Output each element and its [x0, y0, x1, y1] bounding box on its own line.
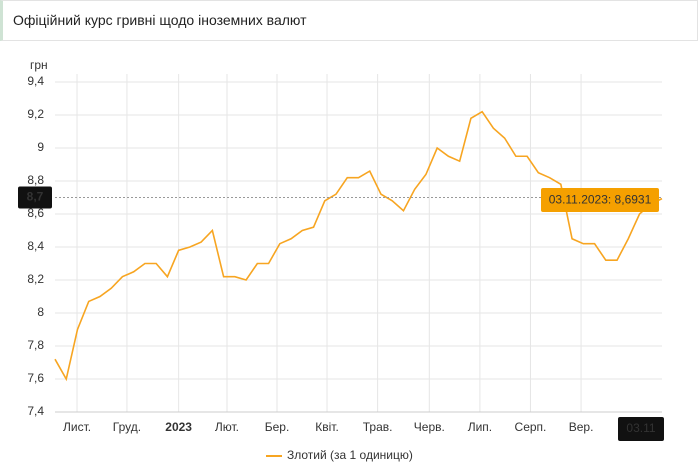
- x-tick-label: Лист.: [63, 420, 91, 434]
- tooltip-box: [541, 188, 659, 212]
- crosshair-x-label: 03.11: [626, 421, 655, 435]
- x-tick-label: Вер.: [569, 420, 594, 434]
- y-tick-label: 8,2: [27, 272, 44, 286]
- x-tick-label: Лют.: [215, 420, 239, 434]
- x-tick-label: Квіт.: [315, 420, 339, 434]
- crosshair-x-box: [618, 417, 664, 441]
- y-tick-label: 9,4: [27, 74, 44, 88]
- x-tick-label: Серп.: [515, 420, 547, 434]
- y-tick-label: 8,4: [27, 239, 44, 253]
- y-tick-label: 8,6: [27, 206, 44, 220]
- y-tick-label: 7,6: [27, 371, 44, 385]
- y-tick-label: 8: [37, 305, 44, 319]
- x-tick-label: 2023: [165, 420, 192, 434]
- header: Офіційний курс гривні щодо іноземних вал…: [0, 0, 698, 41]
- legend-label: Злотий (за 1 одиницю): [287, 448, 413, 462]
- chart-title: Офіційний курс гривні щодо іноземних вал…: [13, 12, 307, 28]
- y-axis-label: грн: [30, 58, 48, 72]
- y-tick-label: 7,4: [27, 404, 44, 418]
- crosshair-y-label: 8,7: [27, 190, 44, 204]
- y-tick-label: 8,8: [27, 173, 44, 187]
- series-line: [54, 110, 663, 382]
- x-tick-label: Черв.: [414, 420, 445, 434]
- y-tick-label: 9: [37, 140, 44, 154]
- y-tick-label: 9,2: [27, 107, 44, 121]
- tooltip-text: 03.11.2023: 8,6931: [549, 193, 652, 207]
- y-tick-label: 7,8: [27, 338, 44, 352]
- x-tick-label: Лип.: [468, 420, 492, 434]
- x-tick-label: Груд.: [113, 420, 141, 434]
- x-tick-label: Бер.: [265, 420, 290, 434]
- crosshair-y-box: [18, 186, 52, 209]
- x-tick-label: Трав.: [363, 420, 393, 434]
